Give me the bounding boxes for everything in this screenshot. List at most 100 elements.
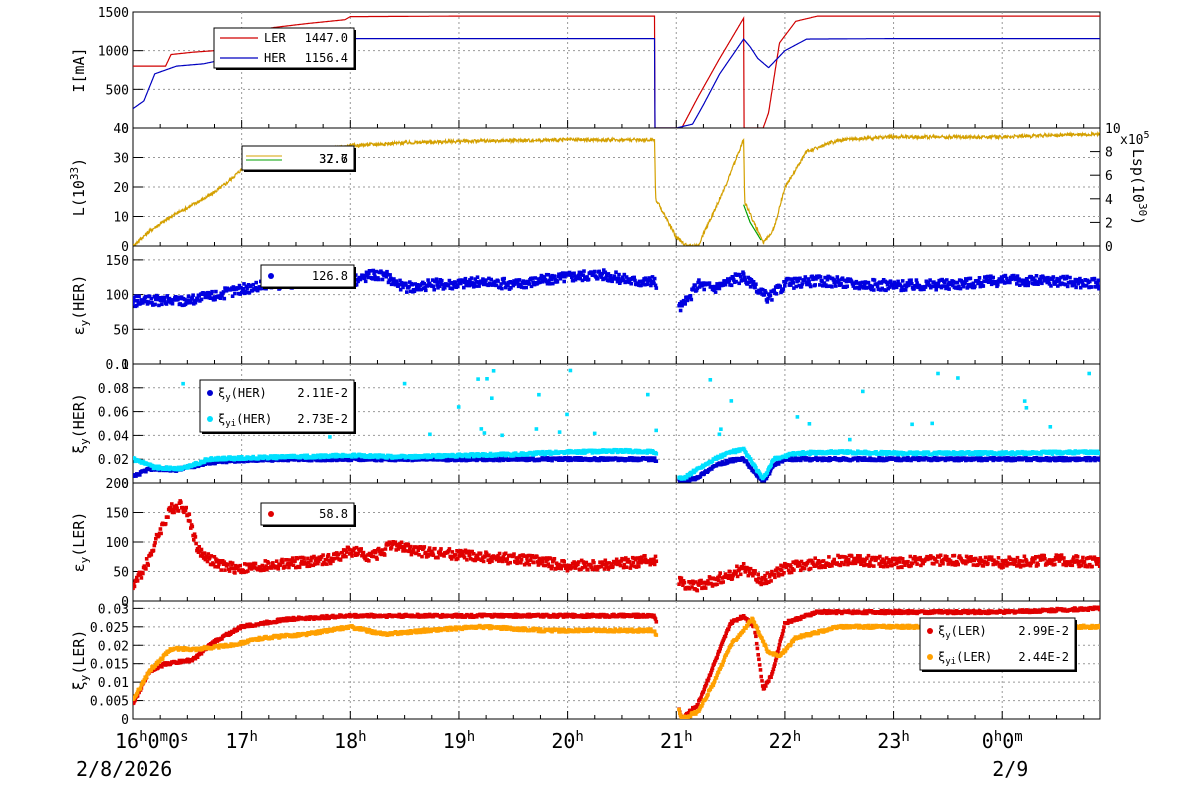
data-point — [799, 568, 803, 573]
data-point — [909, 278, 913, 282]
legend-label: ξy(HER) — [218, 386, 267, 403]
data-point — [637, 558, 642, 562]
data-point — [169, 505, 173, 510]
data-point — [573, 566, 578, 570]
data-point — [787, 570, 792, 575]
data-point — [621, 565, 626, 570]
data-point — [589, 565, 594, 570]
data-point — [328, 561, 333, 566]
data-point — [789, 570, 794, 575]
data-point — [516, 558, 520, 562]
data-point — [133, 298, 137, 303]
data-point — [489, 277, 493, 282]
data-point — [178, 302, 182, 306]
data-point — [397, 282, 401, 287]
data-point — [729, 283, 734, 288]
data-point — [206, 552, 211, 556]
y-axis-label: I[mA] — [70, 47, 88, 92]
outlier-point — [402, 381, 407, 386]
data-point — [229, 566, 233, 570]
data-point — [723, 572, 728, 576]
data-point — [462, 285, 466, 290]
data-point — [1056, 284, 1060, 288]
data-point — [394, 279, 398, 283]
data-point — [878, 456, 882, 460]
data-point — [895, 458, 900, 463]
data-point — [547, 564, 551, 569]
data-point — [1011, 273, 1016, 278]
data-point — [183, 508, 188, 513]
data-point — [419, 287, 424, 292]
data-point — [383, 547, 388, 551]
data-point — [504, 559, 509, 563]
outlier-point — [181, 381, 185, 386]
data-point — [720, 454, 725, 459]
data-point — [792, 286, 796, 290]
data-point — [790, 279, 795, 283]
data-point — [955, 280, 960, 285]
data-point — [942, 280, 947, 285]
data-point — [652, 562, 657, 567]
data-point — [274, 559, 279, 563]
y-tick-label: 0.06 — [98, 406, 129, 421]
data-point — [1053, 282, 1057, 286]
data-point — [462, 280, 467, 284]
data-point — [242, 282, 246, 286]
data-point — [899, 288, 903, 293]
data-point — [153, 302, 157, 307]
data-point — [690, 585, 694, 589]
data-point — [813, 556, 817, 560]
data-point — [494, 283, 499, 288]
data-point — [754, 465, 758, 470]
data-point — [213, 297, 217, 302]
data-point — [927, 283, 932, 288]
data-point — [684, 475, 689, 480]
data-point — [768, 572, 773, 577]
data-point — [777, 572, 782, 577]
data-point — [748, 285, 753, 289]
data-point — [1013, 277, 1018, 282]
data-point — [325, 562, 329, 566]
data-point — [605, 561, 609, 565]
data-point — [290, 558, 294, 563]
data-point — [609, 562, 614, 566]
data-point — [238, 563, 242, 568]
data-point — [747, 455, 751, 459]
data-point — [981, 284, 986, 288]
data-point — [230, 294, 235, 298]
data-point — [622, 272, 627, 277]
data-point — [696, 280, 700, 285]
y-tick-label: 40 — [113, 122, 129, 137]
data-point — [144, 294, 148, 299]
data-point — [548, 282, 552, 286]
data-point — [476, 557, 481, 561]
data-point — [281, 560, 285, 565]
data-point — [269, 566, 274, 570]
data-point — [767, 580, 771, 584]
data-point — [358, 549, 363, 553]
data-point — [626, 557, 630, 562]
y-tick-label: 150 — [106, 254, 129, 269]
data-point — [783, 280, 788, 284]
outlier-point — [1024, 406, 1029, 410]
data-point — [733, 450, 738, 455]
data-point — [835, 275, 840, 279]
data-point — [910, 282, 914, 286]
outlier-point — [534, 427, 539, 431]
data-point — [436, 452, 441, 457]
data-point — [379, 458, 384, 463]
data-point — [456, 556, 460, 561]
data-point — [963, 280, 967, 284]
data-point — [652, 557, 656, 562]
data-point — [394, 548, 398, 552]
data-point — [497, 559, 501, 563]
data-point — [195, 547, 200, 551]
data-point — [456, 284, 460, 289]
data-point — [775, 566, 779, 570]
data-point — [278, 563, 283, 567]
data-point — [793, 276, 798, 281]
data-point — [309, 559, 313, 563]
data-point — [1050, 452, 1055, 456]
data-point — [299, 561, 303, 566]
data-point — [326, 553, 331, 557]
